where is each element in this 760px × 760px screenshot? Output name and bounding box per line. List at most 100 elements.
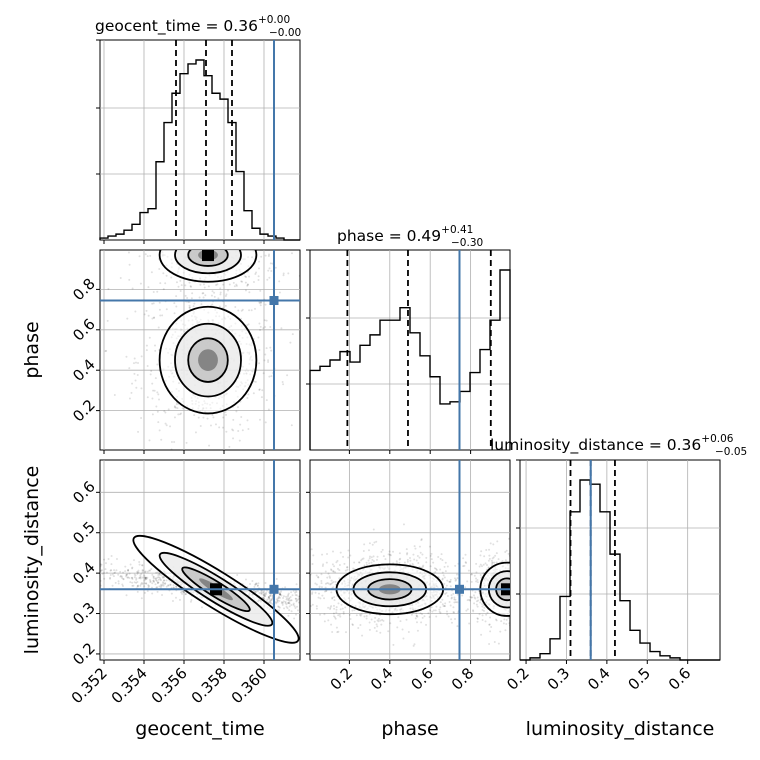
sample-point	[268, 597, 271, 600]
sample-point	[188, 306, 191, 309]
sample-point	[482, 572, 485, 575]
sample-point	[480, 633, 483, 636]
truth-lines	[100, 250, 300, 450]
sample-point	[255, 590, 258, 593]
sample-point	[122, 578, 125, 581]
sample-point	[146, 255, 149, 258]
sample-point	[376, 555, 379, 558]
sample-point	[430, 552, 433, 555]
sample-point	[335, 606, 338, 609]
sample-point	[69, 565, 71, 567]
sample-point	[202, 296, 205, 299]
sample-point	[518, 550, 520, 552]
sample-point	[144, 576, 147, 579]
sample-point	[297, 595, 300, 598]
sample-point	[258, 322, 261, 325]
sample-point	[472, 610, 475, 613]
sample-point	[392, 643, 395, 646]
sample-point	[235, 283, 238, 286]
sample-point	[347, 556, 350, 559]
sample-point	[132, 362, 135, 365]
sample-point	[173, 312, 176, 315]
sample-point	[172, 586, 175, 589]
sample-point	[265, 591, 268, 594]
sample-point	[450, 596, 453, 599]
sample-point	[139, 577, 142, 580]
sample-point	[488, 643, 491, 646]
sample-point	[381, 618, 384, 621]
sample-point	[425, 623, 428, 626]
sample-point	[275, 602, 278, 605]
sample-point	[125, 575, 128, 578]
sample-point	[310, 573, 312, 576]
sample-point	[365, 564, 368, 567]
sample-point	[121, 585, 124, 588]
sample-point	[490, 559, 493, 562]
sample-point	[346, 566, 349, 569]
sample-point	[456, 593, 459, 596]
sample-point	[298, 595, 300, 598]
sample-point	[515, 603, 517, 605]
sample-point	[279, 593, 282, 596]
x-tick-label: 0.2	[327, 664, 357, 694]
sample-point	[441, 578, 444, 581]
sample-point	[286, 607, 289, 610]
sample-point	[335, 561, 338, 564]
sample-point	[257, 279, 260, 282]
sample-point	[256, 590, 259, 593]
sample-point	[136, 571, 139, 574]
sample-point	[133, 372, 136, 375]
sample-point	[151, 243, 153, 245]
sample-point	[514, 635, 516, 637]
sample-point	[211, 303, 214, 306]
sample-point	[443, 605, 446, 608]
sample-point	[113, 569, 116, 572]
sample-point	[279, 247, 281, 249]
sample-point	[271, 598, 274, 601]
sample-point	[425, 561, 428, 564]
sample-point	[514, 601, 516, 603]
sample-point	[361, 634, 364, 637]
sample-point	[245, 276, 248, 279]
sample-point	[264, 353, 267, 356]
sample-point	[226, 248, 228, 250]
sample-point	[245, 244, 247, 246]
sample-point	[141, 564, 144, 567]
sample-point	[246, 284, 249, 287]
sample-point	[258, 388, 261, 391]
sample-point	[333, 615, 336, 618]
grid-lines	[100, 460, 300, 660]
sample-point	[145, 582, 148, 585]
sample-point	[278, 291, 281, 294]
sample-point	[148, 439, 151, 442]
sample-point	[119, 570, 122, 573]
x-tick-label: 0.5	[625, 664, 655, 694]
sample-point	[512, 581, 514, 583]
sample-point	[104, 568, 107, 571]
y-tick-label: 0.6	[69, 315, 99, 345]
sample-point	[318, 585, 321, 588]
sample-point	[488, 554, 491, 557]
sample-point	[268, 267, 271, 270]
sample-point	[229, 244, 231, 246]
sample-point	[376, 625, 379, 628]
sample-point	[484, 562, 487, 565]
sample-point	[479, 601, 482, 604]
x-tick-label: 0.3	[544, 664, 574, 694]
sample-point	[374, 616, 377, 619]
sample-point	[334, 571, 337, 574]
sample-point	[290, 424, 293, 427]
sample-point	[157, 576, 160, 579]
sample-point	[516, 632, 518, 634]
sample-point	[402, 637, 405, 640]
sample-point	[516, 612, 518, 614]
sample-point	[475, 580, 478, 583]
sample-point	[282, 274, 285, 277]
sample-point	[326, 576, 329, 579]
sample-point	[163, 579, 166, 582]
sample-point	[91, 560, 93, 562]
sample-point	[488, 623, 491, 626]
sample-point	[152, 577, 155, 580]
sample-point	[307, 604, 309, 606]
sample-point	[346, 566, 349, 569]
